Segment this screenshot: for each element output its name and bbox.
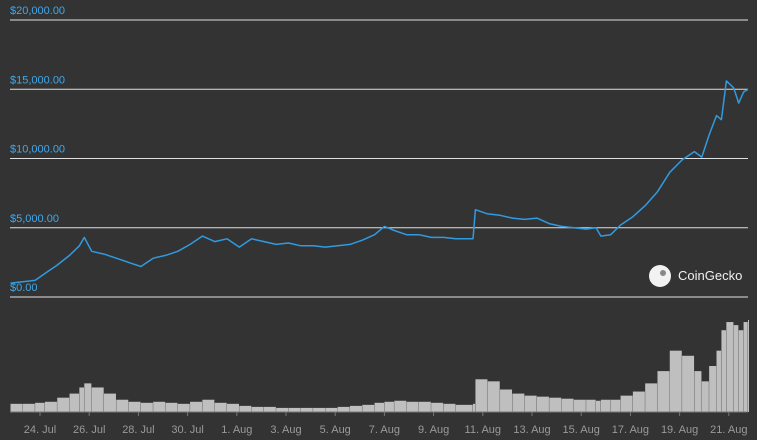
x-tick-label: 1. Aug [221,424,252,436]
volume-bar [524,395,537,412]
x-tick-label: 3. Aug [270,424,301,436]
x-tick-label: 24. Jul [24,424,56,436]
y-tick-label: $10,000.00 [10,144,65,156]
volume-bar [573,399,586,412]
volume-bar [733,325,739,412]
volume-bar [140,402,153,412]
volume-bar [57,397,70,412]
volume-bar [406,401,419,412]
x-tick-label: 28. Jul [122,424,154,436]
volume-bar [620,395,633,412]
volume-bar [214,402,227,412]
volume-bar [22,403,35,412]
volume-bar [325,407,338,412]
volume-bar [536,396,549,412]
volume-bar [313,407,326,412]
volume-bar [165,402,178,412]
x-tick-label: 15. Aug [563,424,600,436]
volume-bar [726,322,734,412]
volume-bar [91,387,104,412]
volume-bar [748,320,749,412]
volume-bar [657,371,670,412]
volume-bar [512,393,525,412]
volume-bar [190,401,203,412]
y-tick-label: $15,000.00 [10,74,65,86]
x-tick-label: 9. Aug [418,424,449,436]
volume-bar [561,398,574,412]
volume-bar [79,387,84,412]
x-tick-label: 21. Aug [710,424,747,436]
x-tick-label: 11. Aug [465,424,502,436]
volume-bar [177,403,190,412]
volume-bar [362,404,375,412]
volume-bar [632,391,645,412]
volume-bar [10,403,23,412]
volume-bar [226,403,239,412]
volume-bar [701,381,709,412]
volume-bar [549,397,562,412]
watermark: CoinGecko [649,265,742,287]
volume-bar [202,399,215,412]
volume-bar [600,399,611,412]
volume-bars [10,320,749,412]
volume-bar [84,383,92,412]
volume-bar [455,404,473,412]
volume-bar [288,407,301,412]
volume-bar [69,393,80,412]
volume-bar [103,393,116,412]
volume-bar [716,350,722,412]
price-line [10,80,749,284]
volume-bar [251,406,264,412]
volume-bar [595,400,601,412]
logo-eye [660,270,666,276]
logo [649,265,671,287]
volume-bar [300,407,313,412]
volume-bar [239,405,252,412]
x-tick-label: 17. Aug [612,424,649,436]
volume-bar [586,399,596,412]
x-tick-label: 19. Aug [661,424,698,436]
volume-bar [682,355,695,412]
volume-bar [276,407,289,412]
volume-bar [374,402,385,412]
volume-bar [743,322,748,412]
volume-bar [487,381,500,412]
x-tick-label: 13. Aug [513,424,550,436]
volume-bar [669,350,682,412]
volume-bar [443,403,456,412]
volume-bar [394,400,407,412]
volume-bar [128,401,141,412]
volume-bar [35,402,45,412]
volume-bar [44,401,57,412]
x-tick-label: 26. Jul [73,424,105,436]
volume-bar [472,403,476,412]
watermark-text: CoinGecko [678,268,742,283]
y-tick-label: $0.00 [10,282,38,294]
volume-bar [721,330,727,412]
volume-bar [431,402,444,412]
volume-bar [709,366,717,412]
volume-bar [610,399,621,412]
volume-bar [418,401,431,412]
y-tick-label: $5,000.00 [10,213,59,225]
volume-bar [263,406,276,412]
y-tick-label: $20,000.00 [10,5,65,17]
volume-bar [500,389,513,412]
x-tick-label: 5. Aug [320,424,351,436]
volume-bar [475,379,488,412]
x-tick-label: 7. Aug [369,424,400,436]
volume-bar [694,371,702,412]
volume-bar [384,401,394,412]
volume-bar [645,383,658,412]
x-tick-label: 30. Jul [171,424,203,436]
volume-bar [738,330,744,412]
volume-bar [337,406,350,412]
background-layer: $0.00 $5,000.00 $10,000.00 $15,000.00 $20,00… [10,5,749,436]
volume-bar [349,405,362,412]
volume-bar [153,401,166,412]
volume-bar [116,399,129,412]
